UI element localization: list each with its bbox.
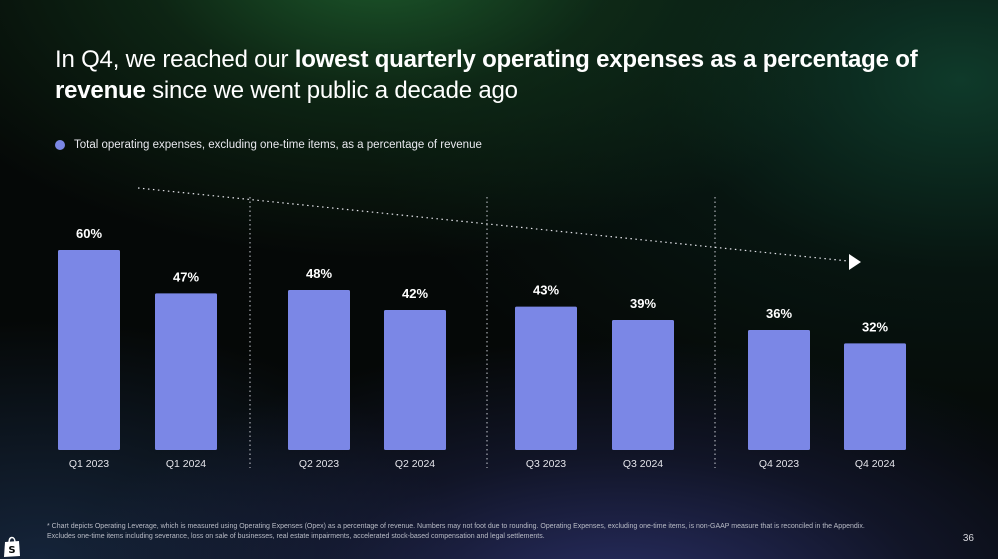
data-label-q2-2023: 48%: [306, 266, 332, 281]
x-tick-label-q2-2024: Q2 2024: [395, 458, 435, 470]
slide-headline: In Q4, we reached our lowest quarterly o…: [55, 44, 975, 106]
shopping-bag-logo-icon: S: [4, 536, 20, 557]
bar-q2-2023: [288, 290, 350, 450]
x-tick-label-q4-2023: Q4 2023: [759, 458, 799, 470]
bar-q1-2023: [58, 250, 120, 450]
bar-q1-2024: [155, 293, 217, 450]
data-label-q1-2024: 47%: [173, 269, 199, 284]
data-label-q3-2024: 39%: [630, 296, 656, 311]
trend-arrow-line: [137, 187, 849, 262]
bar-q2-2024: [384, 310, 446, 450]
x-tick-label-q4-2024: Q4 2024: [855, 458, 895, 470]
footnote: * Chart depicts Operating Leverage, whic…: [47, 522, 947, 541]
footnote-line-2: Excludes one-time items including severa…: [47, 532, 545, 540]
x-tick-label-q3-2024: Q3 2024: [623, 458, 663, 470]
data-label-q4-2024: 32%: [862, 319, 888, 334]
headline-text-1: In Q4, we reached our: [55, 46, 295, 73]
legend-label: Total operating expenses, excluding one-…: [74, 139, 482, 151]
x-tick-label-q2-2023: Q2 2023: [299, 458, 339, 470]
x-tick-label-q3-2023: Q3 2023: [526, 458, 566, 470]
data-label-q1-2023: 60%: [76, 226, 102, 241]
bar-q4-2024: [844, 343, 906, 450]
footnote-line-1: * Chart depicts Operating Leverage, whic…: [47, 523, 865, 530]
bar-q3-2023: [515, 306, 577, 450]
page-number: 36: [962, 533, 974, 544]
x-tick-label-q1-2024: Q1 2024: [166, 458, 206, 470]
chart-legend: Total operating expenses, excluding one-…: [55, 139, 482, 151]
data-label-q2-2024: 42%: [402, 286, 428, 301]
headline-bold-text: lowest quarterly operating expenses as a…: [55, 46, 918, 104]
headline-text-2: since we went public a decade ago: [145, 77, 518, 104]
data-label-q3-2023: 43%: [533, 283, 559, 298]
legend-dot-icon: [55, 140, 65, 150]
bar-q3-2024: [612, 320, 674, 450]
trend-arrow-head-icon: [849, 254, 861, 270]
svg-text:S: S: [8, 545, 15, 556]
bar-q4-2023: [748, 330, 810, 450]
data-label-q4-2023: 36%: [766, 306, 792, 321]
x-tick-label-q1-2023: Q1 2023: [69, 458, 109, 470]
